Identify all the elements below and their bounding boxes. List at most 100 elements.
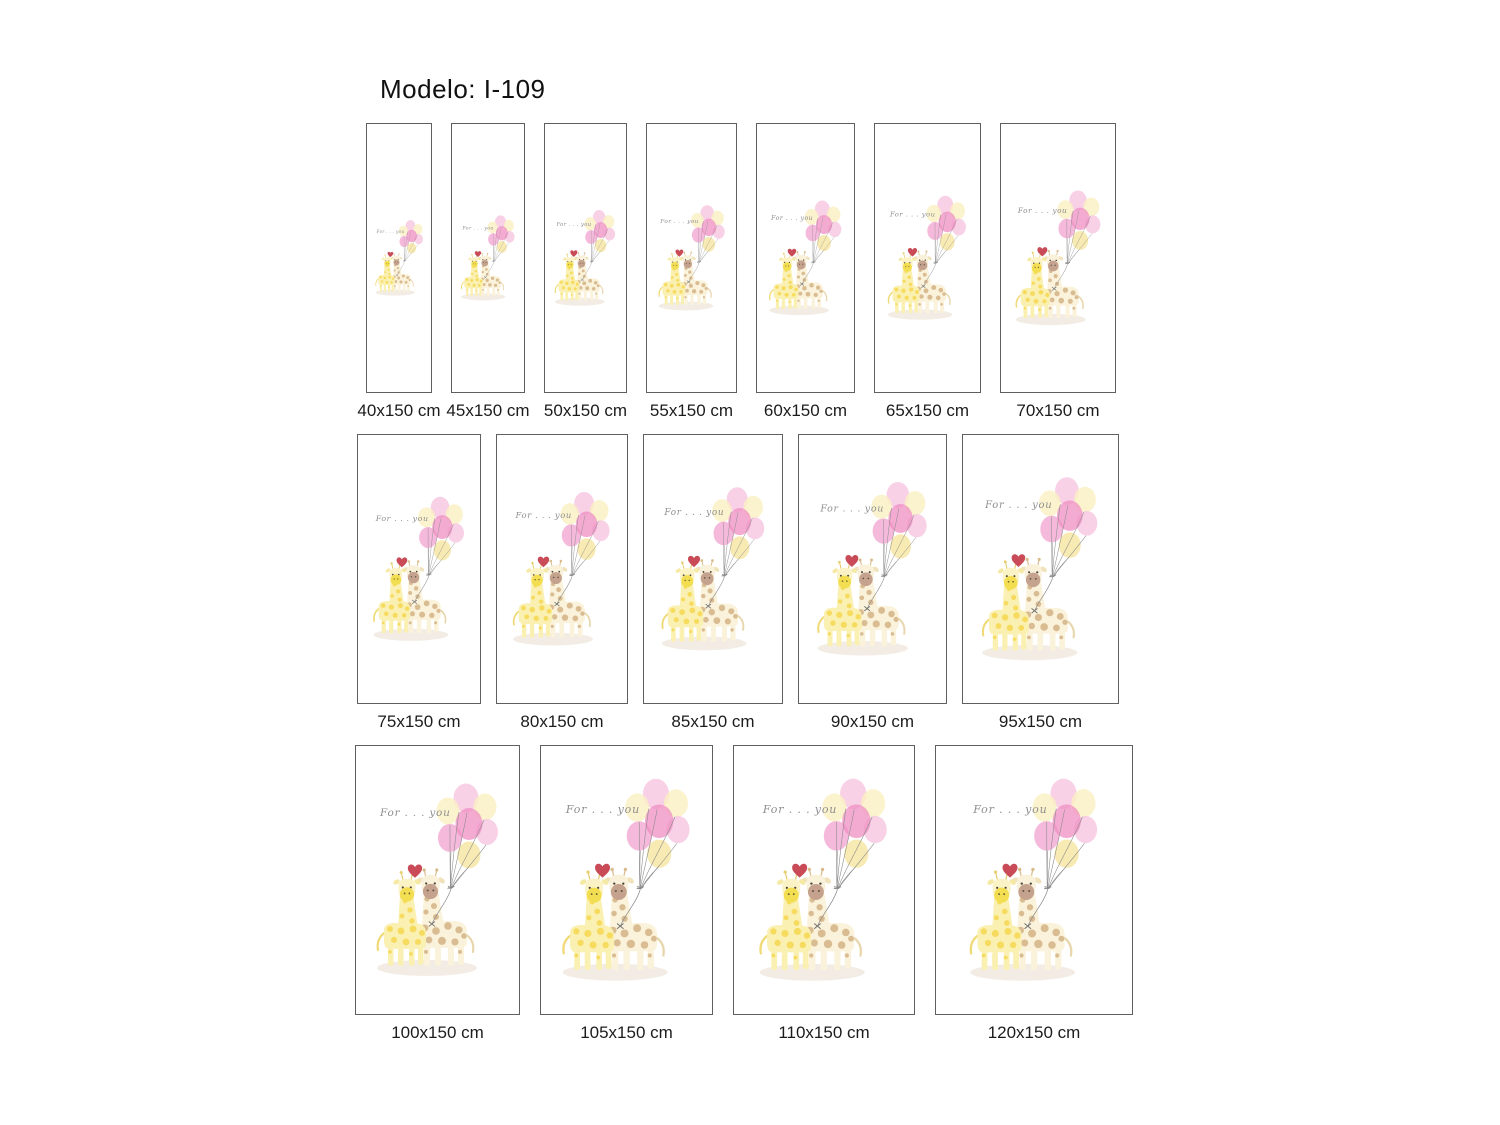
giraffe-cream xyxy=(852,558,906,647)
giraffe-cream xyxy=(402,560,447,634)
string-bow xyxy=(814,923,822,930)
muzzle xyxy=(683,260,692,269)
heart-icon xyxy=(1011,554,1026,567)
giraffes-balloons-illustration: For . . . you xyxy=(982,477,1098,661)
string-bow xyxy=(395,274,398,277)
giraffes-balloons-illustration: For . . . you xyxy=(768,200,842,316)
balloon-cluster xyxy=(871,481,927,559)
balloon-strings xyxy=(921,214,959,289)
string-knot xyxy=(636,885,644,890)
muzzle xyxy=(902,262,913,272)
size-panel-120x150: For . . . you 120x150 cm xyxy=(935,745,1133,1043)
giraffe-cream xyxy=(1011,867,1073,971)
balloon-cluster xyxy=(435,783,498,869)
heart-icon xyxy=(792,863,808,878)
size-panel-75x150: For . . . you 75x150 cm xyxy=(357,434,481,732)
muzzle xyxy=(577,259,586,268)
poster-frame: For . . . you xyxy=(451,123,525,393)
balloon-cluster xyxy=(690,205,725,252)
string-knot xyxy=(569,573,576,577)
string-bow xyxy=(863,606,871,612)
heart-icon xyxy=(675,249,683,257)
caption-text: For . . . you xyxy=(770,215,813,222)
size-panel-55x150: For . . . you 55x150 cm xyxy=(646,123,737,421)
giraffe-yellow xyxy=(887,252,920,314)
giraffe-cream xyxy=(801,867,863,971)
caption-text: For . . . you xyxy=(762,803,837,816)
size-panel-50x150: For . . . you 50x150 cm xyxy=(544,123,627,421)
giraffe-yellow xyxy=(661,561,703,642)
heart-icon xyxy=(845,555,859,568)
caption-text: For . . . you xyxy=(984,500,1052,511)
string-knot xyxy=(426,573,432,576)
giraffe-cream xyxy=(913,250,951,314)
giraffe-yellow xyxy=(562,870,614,971)
string-knot xyxy=(1049,574,1057,578)
giraffes-balloons-illustration: For . . . you xyxy=(374,220,423,296)
giraffes-balloons-illustration: For . . . you xyxy=(817,481,927,656)
poster-frame: For . . . you xyxy=(496,434,628,704)
poster-frame: For . . . you xyxy=(355,745,520,1015)
caption-text: For . . . you xyxy=(515,510,572,520)
caption-text: For . . . you xyxy=(663,508,724,518)
giraffes-balloons-illustration: For . . . you xyxy=(661,487,764,651)
muzzle xyxy=(399,887,414,902)
giraffe-yellow xyxy=(768,252,799,310)
giraffe-cream xyxy=(478,252,505,296)
heart-icon xyxy=(407,864,422,878)
muzzle xyxy=(407,571,420,584)
muzzle xyxy=(1047,260,1059,272)
size-panel-80x150: For . . . you 80x150 cm xyxy=(496,434,628,732)
balloon-strings xyxy=(704,511,754,609)
giraffe-cream xyxy=(574,252,604,301)
size-label: 70x150 cm xyxy=(1016,401,1100,420)
muzzle xyxy=(393,259,400,266)
size-label: 50x150 cm xyxy=(543,401,628,420)
muzzle xyxy=(610,884,627,901)
giraffe-yellow xyxy=(460,254,483,296)
size-panel-105x150: For . . . you 105x150 cm xyxy=(540,745,713,1043)
size-rows: For . . . you 40x150 cm xyxy=(0,123,1500,1043)
balloon-cluster xyxy=(926,195,967,251)
size-label: 120x150 cm xyxy=(987,1023,1081,1042)
string-bow xyxy=(799,282,804,286)
size-label: 65x150 cm xyxy=(885,401,970,420)
size-row-3: For . . . you 100x150 cm xyxy=(355,745,1500,1043)
muzzle xyxy=(838,575,852,589)
muzzle xyxy=(808,884,825,901)
size-row-2: For . . . you 75x150 cm xyxy=(357,434,1500,732)
giraffes-balloons-illustration: For . . . you xyxy=(554,210,616,306)
string-bow xyxy=(1024,923,1032,930)
string-knot xyxy=(720,573,728,577)
muzzle xyxy=(384,260,390,267)
string-bow xyxy=(483,276,487,279)
string-bow xyxy=(686,280,691,284)
heart-icon xyxy=(396,557,408,568)
giraffe-cream xyxy=(679,251,712,305)
giraffe-yellow xyxy=(376,871,426,966)
poster-frame: For . . . you xyxy=(544,123,627,393)
giraffes-balloons-illustration: For . . . you xyxy=(513,492,610,646)
page-title: Modelo: I-109 xyxy=(380,74,546,104)
string-knot xyxy=(933,261,939,264)
string-knot xyxy=(402,260,406,262)
giraffes-balloons-illustration: For . . . you xyxy=(562,778,690,981)
size-panel-40x150: For . . . you 40x150 cm xyxy=(357,123,441,421)
giraffe-yellow xyxy=(759,870,812,971)
giraffe-yellow xyxy=(513,561,553,638)
poster-frame: For . . . you xyxy=(357,434,481,704)
string-bow xyxy=(704,603,711,609)
balloon-strings xyxy=(814,808,875,930)
muzzle xyxy=(566,261,574,269)
string-knot xyxy=(1064,261,1070,265)
heart-icon xyxy=(474,251,481,258)
heart-icon xyxy=(687,555,700,568)
size-label: 75x150 cm xyxy=(377,712,461,731)
giraffe-yellow xyxy=(1015,251,1050,319)
string-knot xyxy=(590,260,594,263)
size-label: 100x150 cm xyxy=(391,1023,484,1042)
balloon-strings xyxy=(863,507,916,612)
poster-frame: For . . . you xyxy=(1000,123,1116,393)
balloon-cluster xyxy=(1032,778,1097,868)
size-label: 90x150 cm xyxy=(830,712,915,731)
